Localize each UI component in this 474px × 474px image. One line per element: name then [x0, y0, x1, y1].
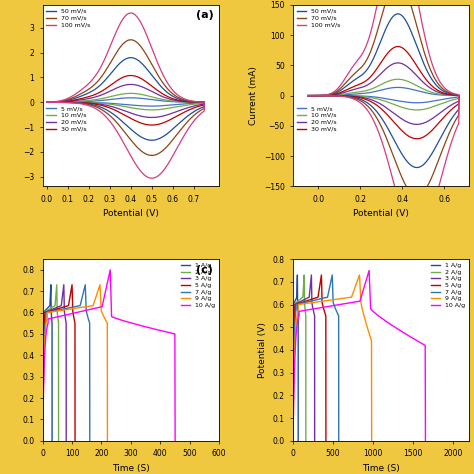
Y-axis label: Potential (V): Potential (V) [258, 322, 267, 378]
Legend: 1 A/g, 2 A/g, 3 A/g, 5 A/g, 7 A/g, 9 A/g, 10 A/g: 1 A/g, 2 A/g, 3 A/g, 5 A/g, 7 A/g, 9 A/g… [428, 260, 468, 310]
X-axis label: Potential (V): Potential (V) [103, 210, 159, 219]
X-axis label: Time (S): Time (S) [362, 464, 400, 473]
Text: (a): (a) [196, 10, 214, 20]
Legend: 5 mV/s, 10 mV/s, 20 mV/s, 30 mV/s: 5 mV/s, 10 mV/s, 20 mV/s, 30 mV/s [44, 103, 89, 134]
Legend: 5 mV/s, 10 mV/s, 20 mV/s, 30 mV/s: 5 mV/s, 10 mV/s, 20 mV/s, 30 mV/s [294, 103, 339, 134]
Y-axis label: Current (mA): Current (mA) [249, 66, 258, 125]
X-axis label: Potential (V): Potential (V) [353, 210, 409, 219]
X-axis label: Time (S): Time (S) [112, 464, 150, 473]
Text: (c): (c) [196, 264, 213, 274]
Legend: 1 A/g, 2 A/g, 3 A/g, 5 A/g, 7 A/g, 9 A/g, 10 A/g: 1 A/g, 2 A/g, 3 A/g, 5 A/g, 7 A/g, 9 A/g… [178, 260, 218, 310]
